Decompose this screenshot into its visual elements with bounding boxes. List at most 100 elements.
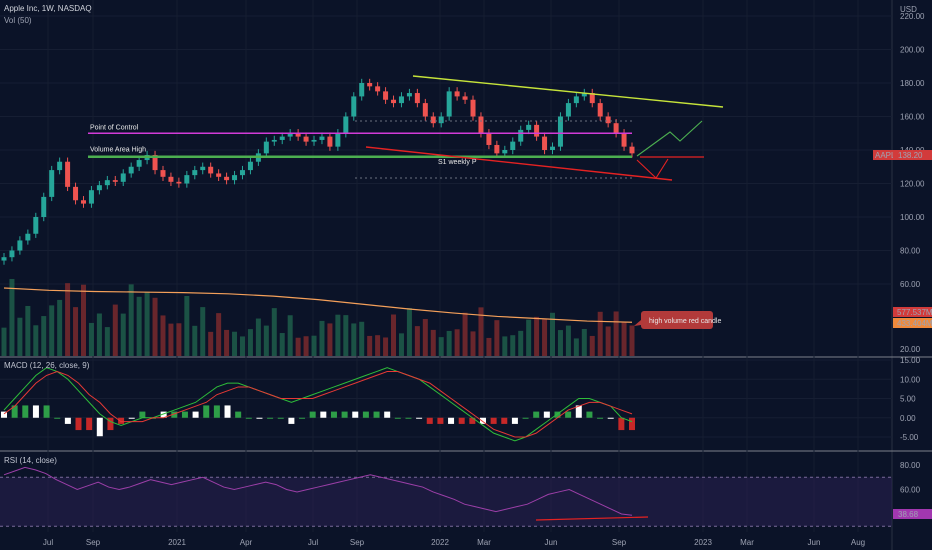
price-tick-label: 100.00: [900, 213, 925, 222]
candle-body: [216, 173, 222, 177]
macd-histogram-bar: [405, 417, 412, 419]
macd-signal-line: [3, 371, 633, 438]
volume-bar: [621, 322, 627, 356]
axis-background: [892, 0, 932, 550]
macd-histogram-bar: [256, 417, 263, 419]
volume-bar: [216, 313, 222, 356]
macd-histogram-bar: [309, 411, 316, 418]
macd-histogram-bar: [43, 405, 50, 418]
macd-histogram-bar: [490, 417, 497, 424]
x-tick-label: Mar: [740, 538, 754, 547]
macd-histogram-bar: [203, 405, 210, 418]
volume-bar: [629, 325, 635, 356]
macd-histogram-bar: [118, 417, 125, 424]
volume-bar: [120, 313, 126, 356]
macd-histogram-bar: [235, 411, 242, 418]
macd-tick-label: -5.00: [900, 433, 919, 442]
candle-body: [9, 250, 15, 258]
candle-body: [80, 200, 86, 204]
candle-body: [613, 123, 619, 134]
volume-bar: [359, 321, 365, 356]
candle-body: [557, 116, 563, 147]
candle-body: [224, 176, 230, 181]
macd-histogram-bar: [299, 417, 306, 419]
candle-body: [88, 190, 94, 204]
volume-bar: [438, 337, 444, 356]
volume-bar: [104, 327, 110, 356]
candle-body: [128, 166, 134, 174]
macd-histogram-bar: [469, 417, 476, 424]
volume-bar: [80, 284, 86, 356]
volume-bar: [391, 314, 397, 356]
candle-body: [287, 133, 293, 137]
candle-body: [104, 180, 110, 186]
macd-histogram-bar: [288, 417, 295, 424]
macd-histogram-bar: [341, 411, 348, 418]
rsi-label: RSI (14, close): [4, 456, 57, 465]
macd-histogram-bar: [416, 417, 423, 419]
volume-bar: [486, 337, 492, 356]
price-candles: [1, 78, 635, 265]
x-tick-label: Aug: [851, 538, 865, 547]
volume-bar: [526, 319, 532, 356]
x-tick-label: Jul: [43, 538, 53, 547]
macd-histogram-bar: [533, 411, 540, 418]
volume-bar: [375, 335, 381, 356]
volume-bar: [351, 323, 357, 356]
volume-bar: [112, 304, 118, 356]
bearish-projection: [636, 158, 669, 179]
macd-tick-label: 0.00: [900, 414, 916, 423]
macd-histogram-bar: [618, 417, 625, 431]
poc-label: Point of Control: [90, 124, 139, 131]
volume-bar: [502, 336, 508, 356]
candle-body: [295, 133, 301, 137]
macd-histogram-bar: [458, 417, 465, 424]
volume-bar: [494, 320, 500, 356]
volume-badge-text: 577.537M: [897, 308, 932, 317]
candle-body: [518, 129, 524, 142]
candle-body: [96, 185, 102, 191]
macd-histogram-bar: [320, 411, 327, 418]
volume-bar: [224, 329, 230, 356]
candle-body: [271, 139, 277, 142]
candle-body: [581, 93, 587, 97]
x-tick-label: Jul: [308, 538, 318, 547]
volume-bar: [247, 329, 253, 356]
macd-histogram-bar: [554, 411, 561, 418]
volume-bar: [41, 316, 47, 356]
callout-text: high volume red candle: [649, 318, 721, 325]
volume-bar: [25, 305, 31, 356]
candle-body: [383, 91, 389, 100]
candle-body: [247, 161, 253, 171]
candle-body: [589, 93, 595, 104]
candle-body: [462, 96, 468, 100]
candle-body: [542, 136, 548, 150]
volume-bar: [128, 284, 134, 356]
x-tick-label: Jun: [545, 538, 558, 547]
volume-bar: [581, 328, 587, 356]
volume-bar: [9, 278, 15, 356]
macd-histogram-bar: [522, 417, 529, 419]
volume-bar: [208, 331, 214, 356]
price-tick-label: 60.00: [900, 280, 921, 289]
price-tick-label: 200.00: [900, 46, 925, 55]
candle-body: [446, 91, 452, 117]
volume-bar: [303, 336, 309, 356]
candle-body: [398, 96, 404, 104]
candle-body: [41, 196, 47, 217]
candle-body: [136, 160, 142, 167]
candle-body: [176, 181, 182, 184]
plot-background: [0, 0, 892, 550]
macd-histogram-bar: [192, 411, 199, 418]
volume-bar: [422, 318, 428, 356]
volume-bar: [152, 297, 158, 356]
candle-body: [232, 175, 238, 181]
candle-body: [605, 116, 611, 124]
candle-body: [406, 93, 412, 97]
candle-body: [168, 176, 174, 182]
volume-bar: [430, 329, 436, 356]
volume-bar: [414, 326, 420, 356]
grid: [0, 15, 892, 438]
macd-histogram-bar: [362, 411, 369, 418]
